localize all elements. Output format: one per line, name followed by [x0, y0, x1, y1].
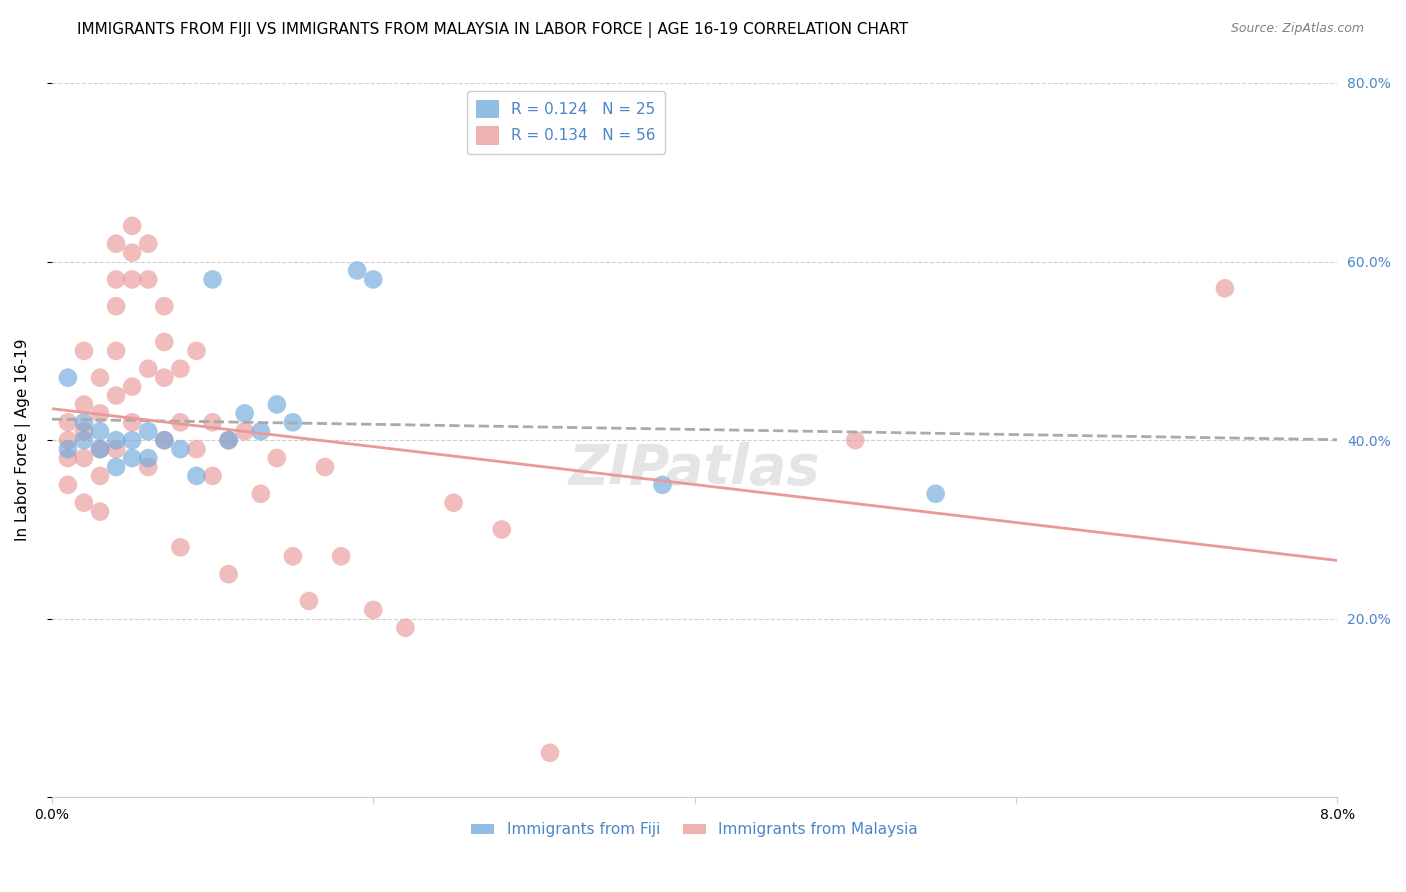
Point: [169, 541, 191, 555]
Point: [136, 361, 159, 376]
Point: [201, 272, 224, 286]
Point: [281, 415, 304, 429]
Text: ZIPatlas: ZIPatlas: [569, 442, 820, 496]
Point: [186, 442, 208, 457]
Point: [233, 406, 256, 420]
Point: [394, 621, 416, 635]
Point: [201, 469, 224, 483]
Point: [169, 361, 191, 376]
Point: [281, 549, 304, 564]
Point: [153, 433, 176, 447]
Y-axis label: In Labor Force | Age 16-19: In Labor Force | Age 16-19: [15, 339, 31, 541]
Point: [121, 272, 143, 286]
Point: [89, 424, 111, 438]
Point: [89, 442, 111, 457]
Point: [153, 334, 176, 349]
Point: [218, 567, 240, 582]
Point: [105, 272, 128, 286]
Point: [651, 478, 673, 492]
Point: [1213, 281, 1236, 295]
Point: [73, 415, 96, 429]
Point: [56, 478, 79, 492]
Point: [443, 496, 465, 510]
Point: [136, 424, 159, 438]
Point: [89, 406, 111, 420]
Point: [56, 370, 79, 384]
Point: [330, 549, 353, 564]
Point: [346, 263, 368, 277]
Point: [218, 433, 240, 447]
Point: [105, 236, 128, 251]
Point: [361, 272, 384, 286]
Point: [153, 433, 176, 447]
Point: [266, 397, 288, 411]
Point: [186, 469, 208, 483]
Point: [136, 451, 159, 466]
Point: [121, 379, 143, 393]
Point: [73, 397, 96, 411]
Point: [105, 433, 128, 447]
Point: [361, 603, 384, 617]
Point: [169, 415, 191, 429]
Point: [233, 424, 256, 438]
Point: [298, 594, 321, 608]
Point: [121, 219, 143, 233]
Point: [56, 433, 79, 447]
Point: [844, 433, 866, 447]
Point: [105, 442, 128, 457]
Point: [924, 487, 946, 501]
Point: [136, 236, 159, 251]
Point: [266, 451, 288, 466]
Text: IMMIGRANTS FROM FIJI VS IMMIGRANTS FROM MALAYSIA IN LABOR FORCE | AGE 16-19 CORR: IMMIGRANTS FROM FIJI VS IMMIGRANTS FROM …: [77, 22, 908, 38]
Point: [249, 424, 271, 438]
Point: [121, 415, 143, 429]
Point: [105, 460, 128, 475]
Point: [538, 746, 561, 760]
Point: [105, 343, 128, 358]
Point: [73, 451, 96, 466]
Point: [73, 496, 96, 510]
Legend: Immigrants from Fiji, Immigrants from Malaysia: Immigrants from Fiji, Immigrants from Ma…: [465, 816, 924, 844]
Point: [89, 505, 111, 519]
Point: [56, 415, 79, 429]
Point: [121, 433, 143, 447]
Point: [314, 460, 336, 475]
Point: [89, 370, 111, 384]
Point: [218, 433, 240, 447]
Point: [491, 523, 513, 537]
Point: [136, 272, 159, 286]
Point: [169, 442, 191, 457]
Point: [73, 343, 96, 358]
Point: [73, 433, 96, 447]
Point: [89, 442, 111, 457]
Point: [89, 469, 111, 483]
Point: [186, 343, 208, 358]
Point: [136, 460, 159, 475]
Point: [153, 299, 176, 313]
Point: [121, 245, 143, 260]
Point: [121, 451, 143, 466]
Point: [201, 415, 224, 429]
Point: [249, 487, 271, 501]
Point: [56, 451, 79, 466]
Point: [105, 299, 128, 313]
Text: Source: ZipAtlas.com: Source: ZipAtlas.com: [1230, 22, 1364, 36]
Point: [105, 388, 128, 402]
Point: [73, 424, 96, 438]
Point: [56, 442, 79, 457]
Point: [153, 370, 176, 384]
